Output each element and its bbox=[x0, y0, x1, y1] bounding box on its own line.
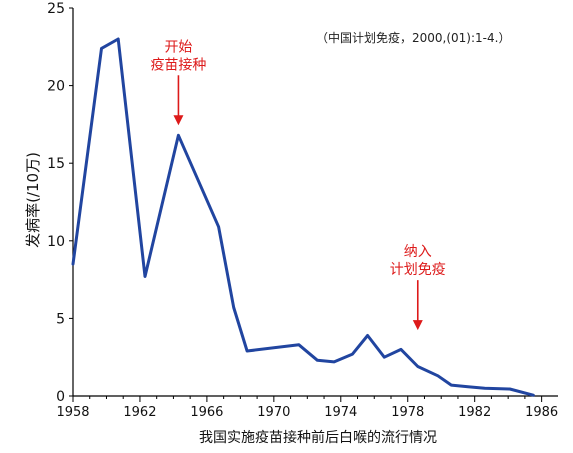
x-tick-label: 1962 bbox=[123, 405, 156, 420]
y-tick-label: 10 bbox=[47, 234, 65, 250]
data-point bbox=[116, 37, 120, 41]
annotation-label: 开始 bbox=[164, 39, 192, 55]
y-tick-label: 15 bbox=[47, 156, 65, 172]
data-point bbox=[332, 360, 336, 364]
annotation-label: 疫苗接种 bbox=[150, 56, 206, 73]
x-tick-label: 1958 bbox=[56, 405, 89, 420]
data-point bbox=[351, 352, 354, 356]
series-line bbox=[71, 37, 535, 397]
x-tick-label: 1978 bbox=[391, 405, 424, 420]
data-point bbox=[483, 387, 486, 390]
x-tick-label: 1974 bbox=[324, 405, 357, 420]
data-point bbox=[383, 356, 386, 359]
data-point bbox=[100, 47, 103, 50]
annotation-label: 纳入 bbox=[404, 244, 432, 260]
data-point bbox=[143, 275, 147, 278]
data-point bbox=[217, 225, 220, 229]
y-tick-label: 25 bbox=[47, 1, 65, 17]
data-point bbox=[416, 365, 419, 368]
data-point bbox=[71, 262, 75, 266]
data-point bbox=[316, 359, 319, 362]
annotation-label: 计划免疫 bbox=[390, 262, 446, 278]
data-point bbox=[508, 387, 512, 391]
y-tick-label: 5 bbox=[56, 311, 65, 327]
data-point bbox=[399, 348, 403, 351]
data-point bbox=[450, 383, 453, 387]
y-tick-label: 0 bbox=[56, 389, 65, 405]
data-point bbox=[532, 394, 535, 397]
data-point bbox=[177, 134, 180, 137]
x-tick-label: 1970 bbox=[257, 405, 290, 420]
y-tick-label: 20 bbox=[47, 79, 65, 95]
data-point bbox=[366, 334, 369, 337]
data-point bbox=[466, 385, 470, 388]
data-point bbox=[232, 306, 235, 309]
annotation-arrow-head bbox=[412, 320, 423, 331]
x-tick-label: 1966 bbox=[190, 405, 223, 420]
x-tick-label: 1986 bbox=[525, 405, 558, 420]
y-axis-label: 发病率(/10万) bbox=[24, 152, 42, 248]
x-tick-label: 1982 bbox=[458, 405, 491, 420]
data-point bbox=[297, 343, 301, 346]
x-axis-label: 我国实施疫苗接种前后白喉的流行情况 bbox=[199, 429, 437, 446]
citation-text: （中国计划免疫，2000,(01):1-4.） bbox=[316, 30, 510, 45]
data-point bbox=[245, 349, 249, 353]
data-point bbox=[436, 374, 440, 378]
annotation-arrow-head bbox=[173, 115, 184, 126]
